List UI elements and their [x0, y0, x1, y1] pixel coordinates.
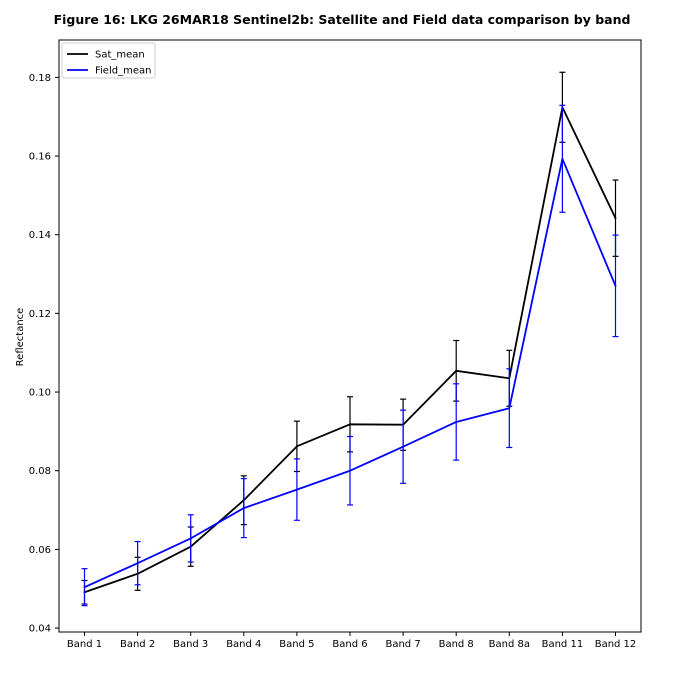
x-tick-label: Band 6: [332, 639, 367, 650]
sat-mean-line: [83, 106, 617, 594]
x-tick-label: Band 11: [542, 639, 584, 650]
y-tick-label: 0.08: [29, 466, 51, 477]
field-mean-point: [189, 537, 192, 540]
sat-mean-point: [455, 370, 458, 372]
y-tick-label: 0.06: [29, 545, 51, 556]
field-mean-point: [455, 421, 458, 423]
plot-area: [81, 71, 619, 607]
x-tick-label: Band 2: [120, 639, 155, 650]
sat-mean-point: [614, 217, 617, 219]
sat-mean-point: [349, 423, 351, 426]
chart-title: Figure 16: LKG 26MAR18 Sentinel2b: Satel…: [54, 12, 631, 27]
legend-field-mean-label: Field_mean: [95, 66, 151, 77]
field-mean-point: [136, 562, 139, 564]
y-axis-label: Reflectance: [15, 308, 26, 367]
y-tick-label: 0.04: [29, 624, 51, 635]
y-tick-label: 0.18: [29, 73, 51, 84]
legend-sat-mean-label: Sat_mean: [95, 50, 145, 61]
field-mean-point: [614, 285, 617, 287]
y-tick-label: 0.16: [29, 152, 51, 163]
sat-mean-point: [296, 445, 298, 448]
field-mean-point: [296, 488, 298, 491]
y-tick-label: 0.12: [29, 309, 51, 320]
y-tick-label: 0.14: [29, 230, 51, 241]
y-tick-label: 0.10: [29, 388, 51, 399]
field-mean-point: [243, 507, 245, 509]
x-tick-label: Band 4: [226, 639, 261, 650]
field-mean-point: [508, 407, 511, 409]
x-tick-label: Band 8: [439, 639, 474, 650]
x-tick-label: Band 8a: [489, 639, 530, 650]
x-tick-label: Band 3: [173, 639, 208, 650]
plot-frame: [58, 39, 642, 633]
field-mean-point: [402, 445, 404, 448]
x-tick-label: Band 5: [279, 639, 314, 650]
x-tick-label: Band 1: [67, 639, 102, 650]
field-mean-point: [349, 469, 351, 472]
legend: Sat_mean Field_mean: [61, 42, 156, 79]
field-mean-point: [561, 157, 564, 160]
field-mean-line: [83, 157, 617, 589]
field-mean-point: [83, 586, 86, 588]
x-tick-label: Band 12: [595, 639, 637, 650]
axes: 0.04 0.06 0.08 0.10 0.12 0.14 0.16 0.18 Band 1 Ba…: [29, 39, 642, 650]
x-tick-label: Band 7: [385, 639, 420, 650]
